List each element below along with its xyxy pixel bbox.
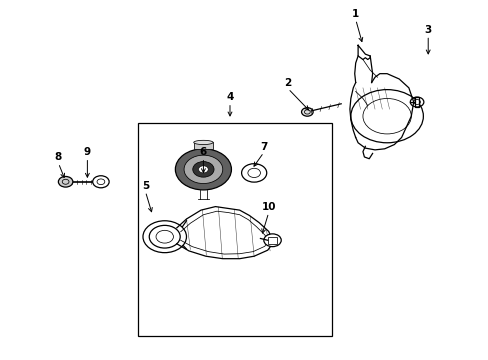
Text: 7: 7 bbox=[260, 141, 267, 152]
Text: 9: 9 bbox=[83, 147, 91, 157]
Text: 4: 4 bbox=[226, 92, 233, 102]
Circle shape bbox=[93, 176, 109, 188]
Text: 8: 8 bbox=[55, 152, 62, 162]
Circle shape bbox=[264, 234, 281, 247]
Circle shape bbox=[142, 221, 186, 253]
Bar bbox=[267, 237, 277, 244]
Circle shape bbox=[183, 155, 223, 184]
Text: 6: 6 bbox=[200, 147, 206, 157]
Bar bbox=[414, 98, 418, 107]
Circle shape bbox=[192, 162, 214, 177]
Text: 5: 5 bbox=[142, 181, 149, 191]
Bar bbox=[193, 143, 213, 149]
Circle shape bbox=[58, 176, 73, 187]
Text: 1: 1 bbox=[351, 9, 359, 19]
Text: 2: 2 bbox=[284, 78, 291, 88]
Circle shape bbox=[198, 166, 208, 173]
Text: 3: 3 bbox=[424, 25, 431, 35]
Circle shape bbox=[301, 108, 312, 116]
Circle shape bbox=[175, 149, 231, 190]
Bar bbox=[138, 123, 331, 336]
Ellipse shape bbox=[193, 140, 213, 145]
Text: 10: 10 bbox=[261, 202, 275, 212]
